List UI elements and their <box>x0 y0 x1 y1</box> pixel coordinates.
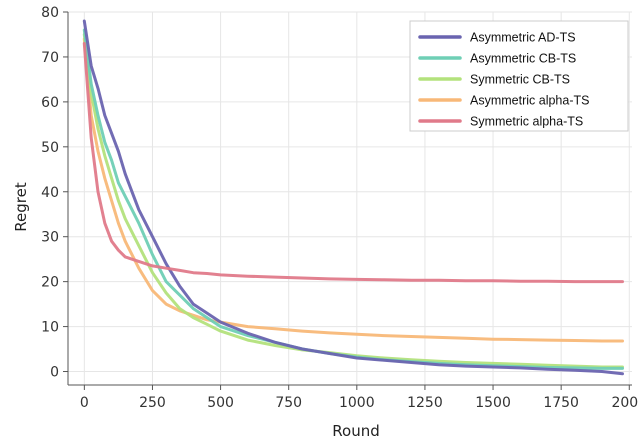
y-axis-label: Regret <box>12 182 30 232</box>
x-tick-label: 0 <box>80 395 89 411</box>
legend-label: Asymmetric CB-TS <box>470 52 576 66</box>
series-line-asymmetric-ad-ts <box>82 19 624 376</box>
x-axis-label: Round <box>332 422 379 440</box>
x-tick-label: 750 <box>275 395 302 411</box>
legend-label: Symmetric CB-TS <box>470 73 570 87</box>
x-tick-label: 1750 <box>543 395 579 411</box>
legend: Asymmetric AD-TS Asymmetric CB-TS Symmetri… <box>409 20 629 132</box>
y-tick-label: 60 <box>41 95 59 111</box>
y-tick-label: 80 <box>41 5 59 21</box>
x-axis-ticks: 0 250 500 750 1000 1250 1500 1750 2000 <box>80 385 639 411</box>
x-tick-label: 500 <box>207 395 234 411</box>
y-tick-label: 50 <box>41 140 59 156</box>
y-tick-label: 20 <box>41 275 59 291</box>
legend-label: Asymmetric AD-TS <box>470 31 576 45</box>
legend-label: Symmetric alpha-TS <box>470 115 583 129</box>
y-axis-ticks: 0 10 20 30 40 50 60 70 80 <box>41 5 68 381</box>
series-line-symmetric-cb-ts <box>82 33 624 369</box>
y-tick-label: 30 <box>41 230 59 246</box>
legend-label: Asymmetric alpha-TS <box>470 94 589 108</box>
axes-frame <box>67 12 632 386</box>
y-tick-label: 70 <box>41 50 59 66</box>
series-line-symmetric-alpha-ts <box>82 42 624 284</box>
series-line-asymmetric-alpha-ts <box>82 37 624 343</box>
y-tick-label: 0 <box>50 365 59 381</box>
y-tick-label: 10 <box>41 320 59 336</box>
series-lines <box>82 19 624 376</box>
x-tick-label: 1250 <box>407 395 443 411</box>
x-tick-label: 1000 <box>339 395 375 411</box>
legend-box <box>409 20 629 132</box>
x-tick-label: 1500 <box>475 395 511 411</box>
x-tick-label: 2000 <box>611 395 639 411</box>
y-tick-label: 40 <box>41 185 59 201</box>
x-tick-label: 250 <box>139 395 166 411</box>
